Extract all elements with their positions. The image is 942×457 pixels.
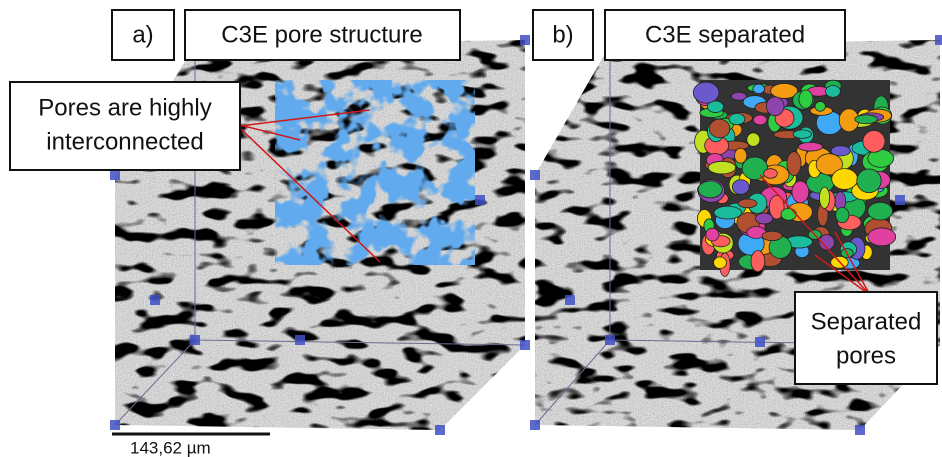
callout-box — [795, 292, 937, 384]
pore-grain — [708, 161, 735, 174]
pore-grain — [857, 169, 881, 193]
pore-grain — [753, 84, 765, 94]
pore-grain — [766, 97, 784, 116]
pore-grain — [832, 169, 858, 190]
pore-grain — [764, 169, 778, 179]
slice-marker — [895, 195, 905, 205]
callout-text: pores — [836, 342, 896, 369]
pore-grain — [798, 142, 822, 151]
slice-marker — [530, 170, 540, 180]
slice-marker — [110, 170, 120, 180]
panel-letter: a) — [132, 21, 153, 48]
pore-grain — [793, 130, 811, 138]
pore-grain — [706, 228, 719, 241]
slice-marker — [855, 425, 865, 435]
scale-bar-label: 143,62 µm — [130, 438, 211, 457]
pore-grain — [863, 131, 885, 153]
slice-marker — [565, 295, 575, 305]
pore-grain — [747, 133, 760, 146]
panel-letter: b) — [552, 21, 573, 48]
panel-title: C3E separated — [645, 21, 805, 48]
pore-grain — [751, 251, 765, 272]
slice-marker — [530, 420, 540, 430]
pore-grain — [819, 187, 829, 208]
pore-grain — [732, 180, 749, 195]
pore-grain — [826, 86, 841, 98]
pore-grain — [868, 202, 893, 220]
pore-grain — [738, 199, 757, 208]
pore-grain — [787, 152, 801, 176]
pore-grain — [693, 82, 719, 103]
pore-grain — [753, 115, 766, 125]
pore-grain — [714, 257, 727, 269]
pore-grain — [729, 113, 745, 124]
pore-grain — [742, 157, 767, 180]
callout-text: Pores are highly — [38, 94, 211, 121]
pore-grain — [698, 181, 722, 198]
pore-grain — [781, 208, 796, 220]
pore-grain — [762, 231, 782, 240]
pore-grain — [815, 101, 825, 111]
slice-marker — [520, 35, 530, 45]
slice-marker — [295, 335, 305, 345]
slice-marker — [435, 425, 445, 435]
pore-grain — [855, 115, 878, 124]
pore-grain — [836, 207, 849, 222]
pore-grain — [868, 228, 896, 246]
pore-structure — [275, 80, 475, 265]
callout-text: interconnected — [46, 128, 203, 155]
slice-marker — [605, 335, 615, 345]
slice-marker — [475, 195, 485, 205]
pore-grain — [709, 119, 730, 138]
pore-grain — [755, 213, 772, 224]
pore-grain — [799, 90, 813, 108]
slice-marker — [935, 35, 942, 45]
pore-grain — [792, 181, 809, 203]
slice-marker — [520, 340, 530, 350]
slice-marker — [150, 295, 160, 305]
slice-marker — [190, 335, 200, 345]
slice-marker — [755, 337, 765, 347]
pore-grain — [731, 92, 746, 100]
slice-marker — [110, 420, 120, 430]
panel-title: C3E pore structure — [221, 21, 422, 48]
figure: a) C3E pore structure b) C3E separated P… — [0, 0, 942, 457]
callout-text: Separated — [811, 308, 922, 335]
pore-grain — [714, 206, 742, 219]
